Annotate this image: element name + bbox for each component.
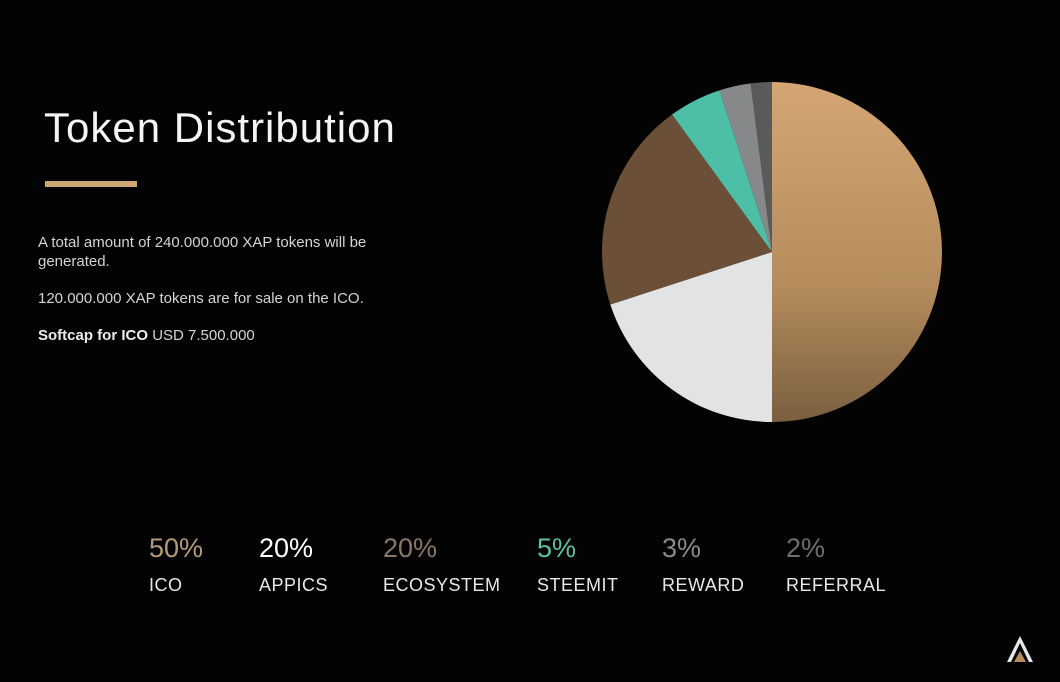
legend-percent: 20% [259,533,314,563]
legend: 50% ICO 20% APPICS 20% ECOSYSTEM 5% STEEMIT 3% RE… [149,532,896,596]
legend-label: ICO [149,575,183,595]
description: A total amount of 240.000.000 XAP tokens… [38,233,428,363]
legend-label: REFERRAL [786,575,887,595]
legend-item-ecosystem: 20% ECOSYSTEM [383,532,537,596]
pie-slice-referral [750,82,772,252]
pie-slice-appics [610,252,772,422]
brand-logo-icon [1007,636,1033,662]
legend-item-ico: 50% ICO [149,532,259,596]
legend-item-reward: 3% REWARD [662,532,786,596]
legend-label: ECOSYSTEM [383,575,501,595]
page-title: Token Distribution [44,104,396,151]
legend-item-appics: 20% APPICS [259,532,383,596]
softcap-line: Softcap for ICO USD 7.500.000 [38,326,428,345]
description-sale: 120.000.000 XAP tokens are for sale on t… [38,290,364,307]
legend-percent: 2% [786,533,826,563]
legend-label: APPICS [259,575,329,595]
legend-percent: 3% [662,533,702,563]
legend-label: STEEMIT [537,575,619,595]
pie-chart [602,82,942,422]
legend-item-steemit: 5% STEEMIT [537,532,662,596]
pie-slice-ecosystem [602,114,772,305]
pie-slice-steemit [672,90,772,252]
softcap-label: Softcap for ICO [38,327,149,344]
legend-percent: 50% [149,533,204,563]
title-underline [45,181,137,187]
pie-slice-reward [719,83,772,252]
softcap-value: USD 7.500.000 [152,327,255,344]
legend-label: REWARD [662,575,745,595]
legend-item-referral: 2% REFERRAL [786,532,896,596]
description-total: A total amount of 240.000.000 XAP tokens… [38,234,367,270]
legend-percent: 5% [537,533,577,563]
pie-slice-ico [772,82,942,422]
legend-percent: 20% [383,533,438,563]
